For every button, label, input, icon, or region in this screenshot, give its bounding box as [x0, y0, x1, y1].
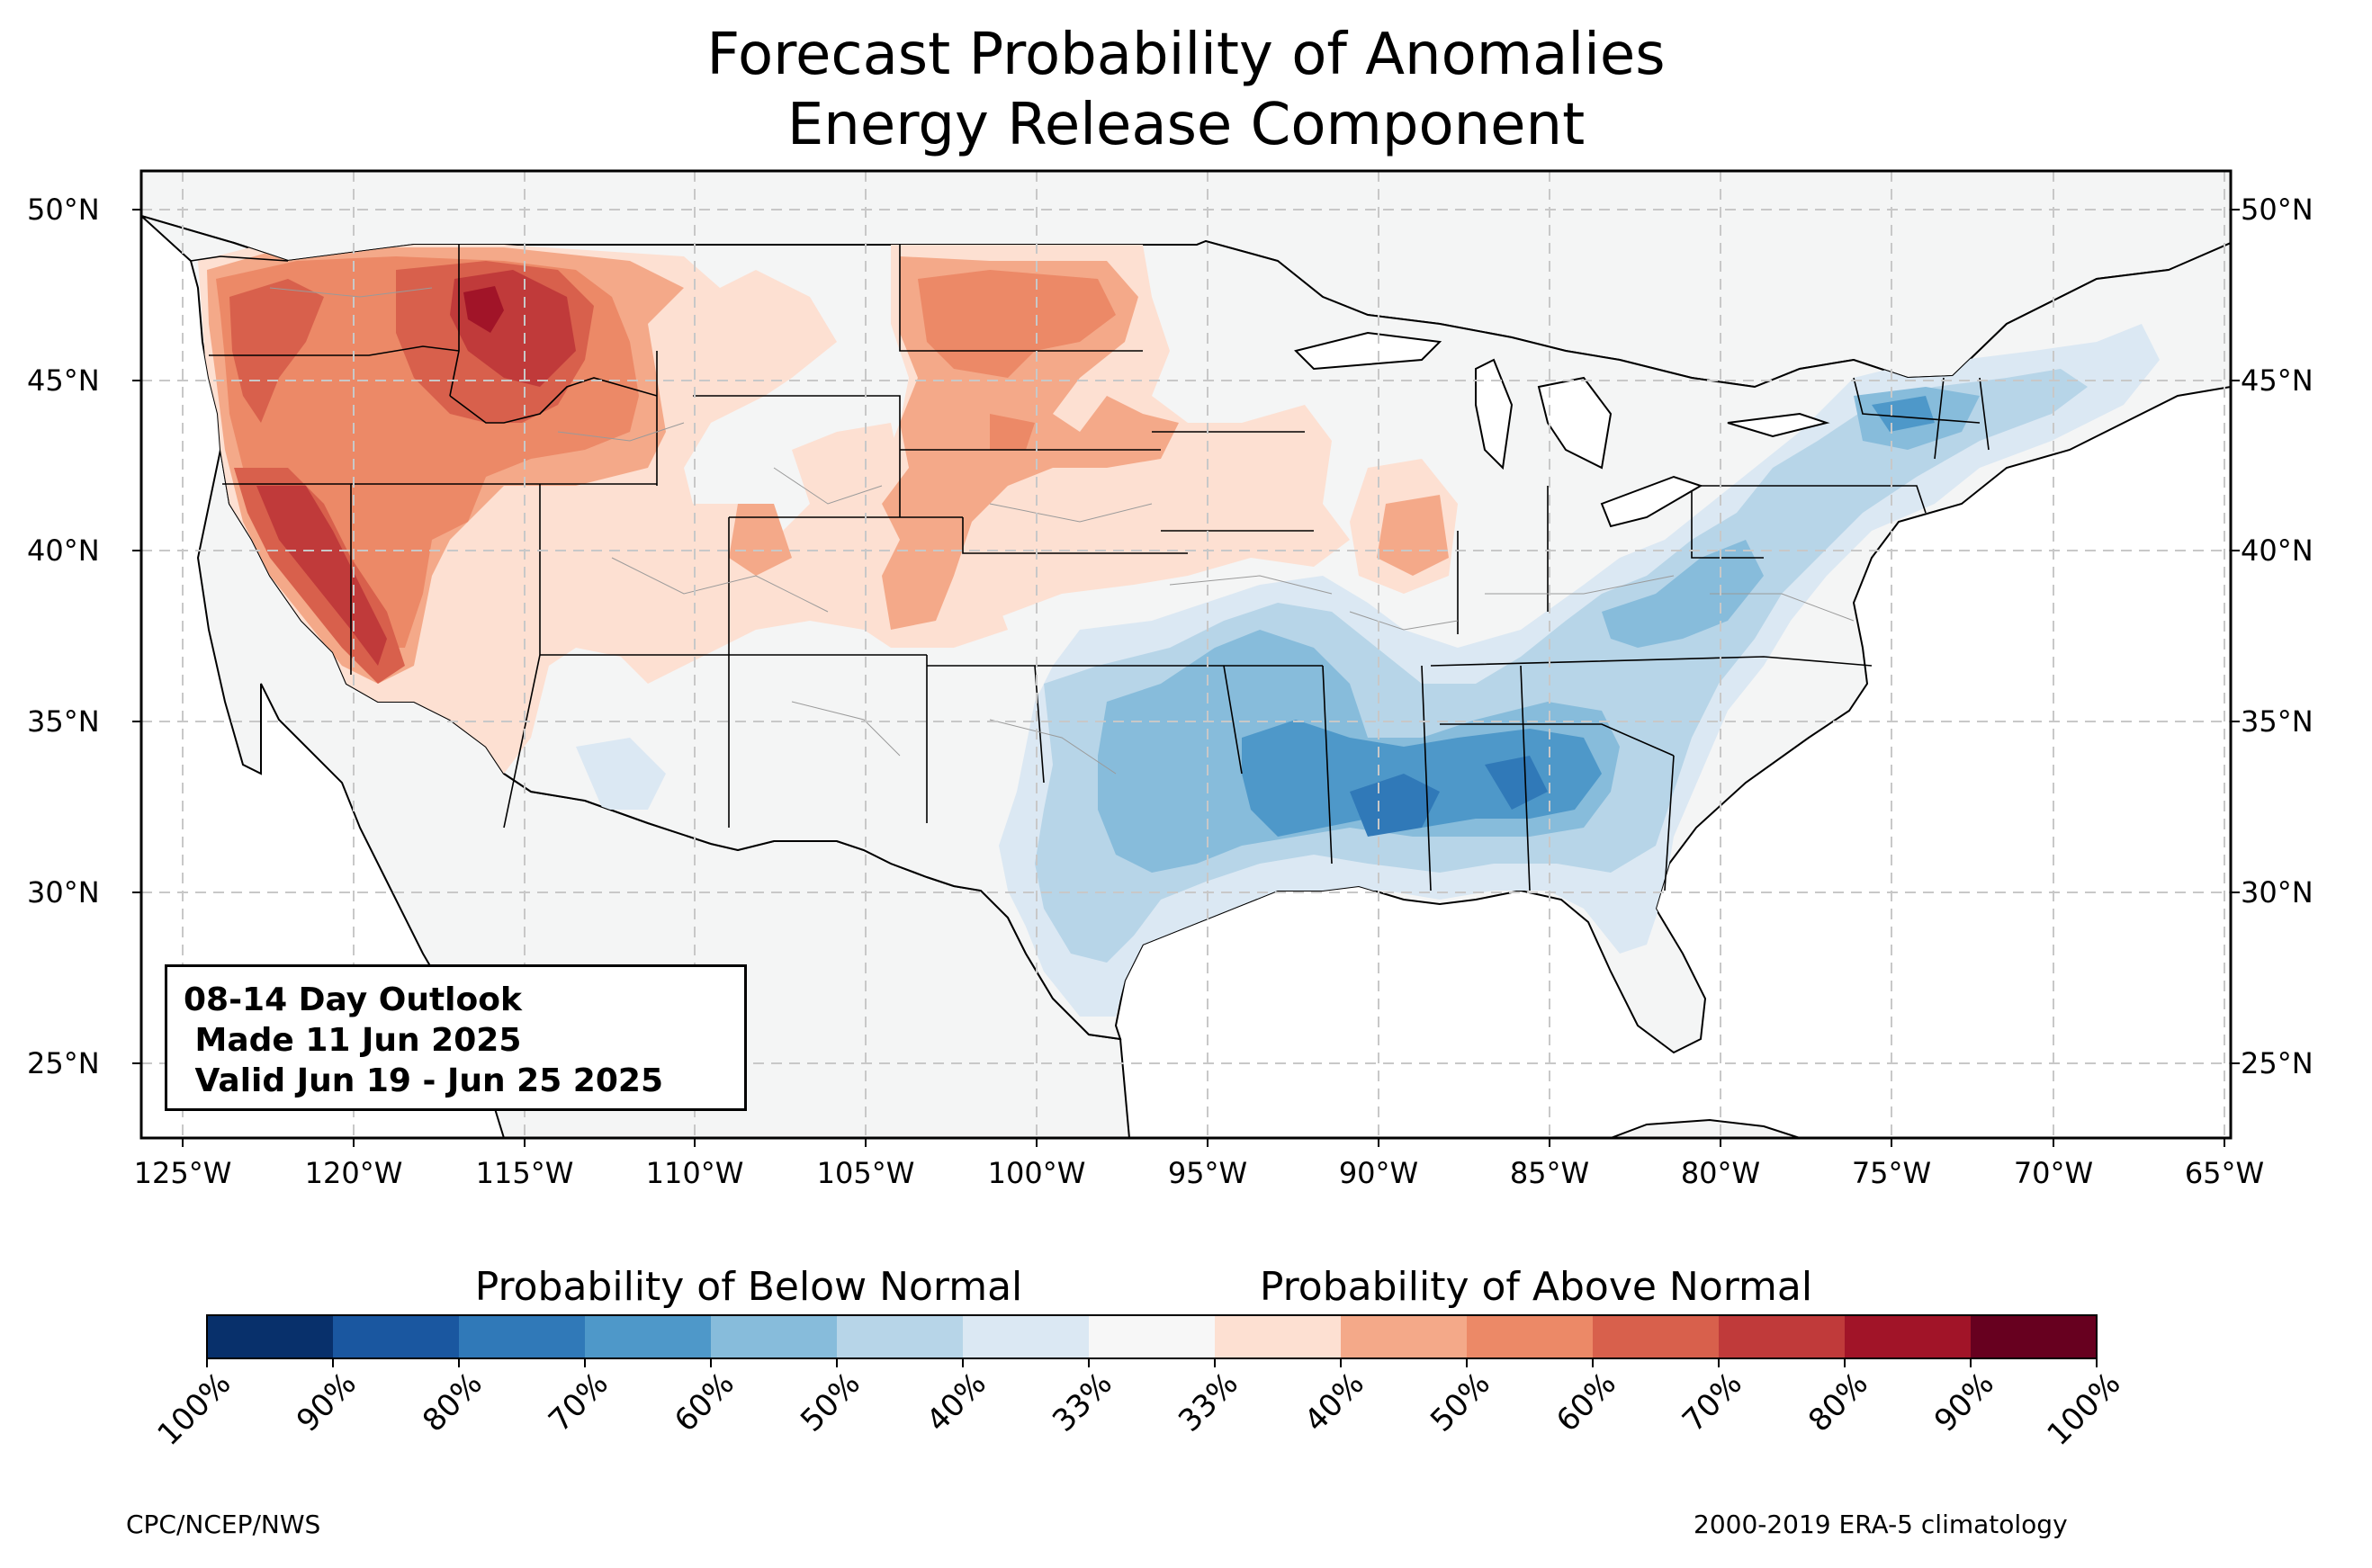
- colorbar-segment: [1719, 1315, 1846, 1358]
- colorbar-segment: [585, 1315, 712, 1358]
- state-borders: [190, 245, 1990, 892]
- colorbar-segment: [1341, 1315, 1468, 1358]
- lat-tick-label: 40°N: [27, 533, 100, 568]
- colorbar-below-title: Probability of Below Normal: [474, 1264, 1023, 1310]
- colorbar-segment: [1845, 1315, 1972, 1358]
- lat-tick-label: 40°N: [2241, 533, 2314, 568]
- gridlines: [141, 171, 2231, 1138]
- credit-right: 2000-2019 ERA-5 climatology: [1694, 1510, 2068, 1539]
- credit-left: CPC/NCEP/NWS: [126, 1510, 321, 1539]
- outlook-line-2: Made 11 Jun 2025: [184, 1022, 522, 1059]
- map-frame: [139, 169, 2233, 1140]
- lon-tick-label: 65°W: [2184, 1156, 2265, 1190]
- lon-tick-label: 85°W: [1509, 1156, 1590, 1190]
- tick-marks: [132, 209, 2240, 1147]
- lat-tick-label: 35°N: [27, 704, 100, 739]
- lon-tick-label: 120°W: [304, 1156, 403, 1190]
- colorbar-segment: [711, 1315, 838, 1358]
- colorbar-segment: [963, 1315, 1090, 1358]
- lat-tick-label: 30°N: [2241, 875, 2314, 909]
- lat-tick-label: 25°N: [27, 1046, 100, 1080]
- lat-tick-label: 45°N: [2241, 363, 2314, 398]
- lat-tick-label: 50°N: [2241, 193, 2314, 227]
- colorbar-segment: [1089, 1315, 1216, 1358]
- outlook-info-box: 08-14 Day Outlook Made 11 Jun 2025 Valid…: [165, 964, 747, 1111]
- colorbar-segment: [1215, 1315, 1342, 1358]
- colorbar-border: [206, 1314, 2098, 1359]
- lon-tick-label: 95°W: [1167, 1156, 1248, 1190]
- lon-tick-label: 125°W: [133, 1156, 232, 1190]
- colorbar-segment: [459, 1315, 586, 1358]
- county-lines: [269, 287, 1855, 775]
- colorbar-segment: [1593, 1315, 1720, 1358]
- title-line-2: Energy Release Component: [786, 92, 1586, 158]
- lon-tick-label: 105°W: [816, 1156, 915, 1190]
- map-title: Forecast Probability of Anomalies Energy…: [0, 20, 2372, 160]
- lat-tick-label: 50°N: [27, 193, 100, 227]
- colorbar-above-title: Probability of Above Normal: [1259, 1264, 1813, 1310]
- below-normal-region: [576, 324, 2160, 1017]
- lon-tick-label: 90°W: [1338, 1156, 1419, 1190]
- colorbar-segment: [333, 1315, 460, 1358]
- lat-tick-label: 25°N: [2241, 1046, 2314, 1080]
- cuba-land: [1610, 1118, 1801, 1138]
- lon-tick-label: 75°W: [1851, 1156, 1932, 1190]
- colorbar-segment: [1971, 1315, 2098, 1358]
- lon-tick-label: 115°W: [475, 1156, 574, 1190]
- colorbar: [206, 1314, 2098, 1367]
- colorbar-segment: [207, 1315, 334, 1358]
- lon-tick-label: 80°W: [1680, 1156, 1761, 1190]
- outlook-line-1: 08-14 Day Outlook: [184, 981, 522, 1018]
- great-lakes: [1294, 331, 1830, 528]
- lat-tick-label: 45°N: [27, 363, 100, 398]
- lat-tick-label: 35°N: [2241, 704, 2314, 739]
- probability-shading: [198, 245, 2160, 1017]
- lon-tick-label: 110°W: [645, 1156, 744, 1190]
- title-line-1: Forecast Probability of Anomalies: [706, 22, 1666, 88]
- outlook-line-3: Valid Jun 19 - Jun 25 2025: [184, 1062, 664, 1099]
- colorbar-segment: [1467, 1315, 1594, 1358]
- lon-tick-label: 70°W: [2013, 1156, 2094, 1190]
- colorbar-segment: [837, 1315, 964, 1358]
- lon-tick-label: 100°W: [987, 1156, 1086, 1190]
- lat-tick-label: 30°N: [27, 875, 100, 909]
- above-normal-region: [198, 245, 1458, 774]
